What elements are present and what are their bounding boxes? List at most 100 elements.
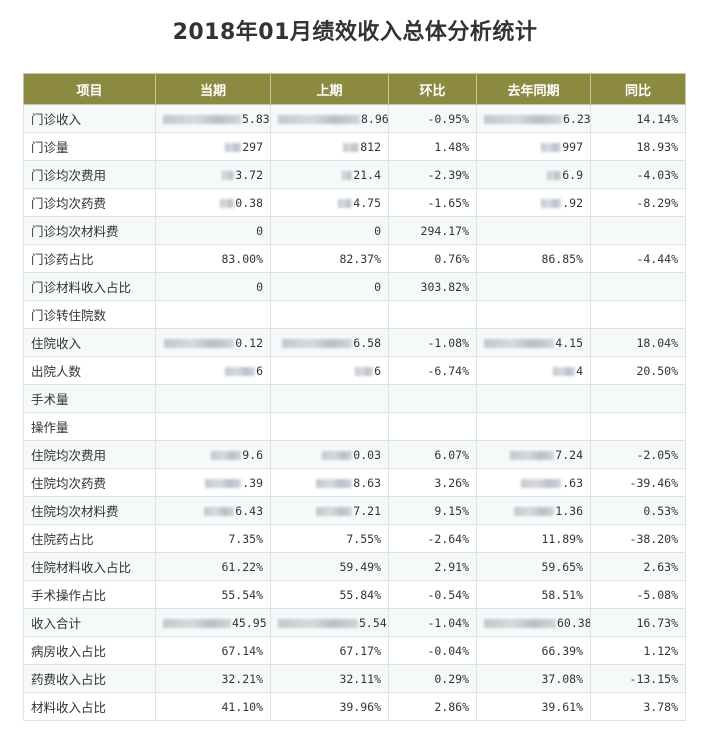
- cell-text: 2.91%: [434, 559, 469, 574]
- cell-当期: 3.72: [155, 160, 271, 189]
- cell-text: 手术操作占比: [31, 588, 107, 603]
- cell-当期: 0.38: [155, 188, 271, 217]
- cell-环比: -0.95%: [388, 104, 477, 133]
- row-label: 操作量: [23, 412, 156, 441]
- cell-text: 41.10%: [221, 699, 263, 714]
- table-row: 门诊均次费用 3.72 21.4 -2.39% 6.9 -4.03%: [23, 160, 686, 189]
- cell-去年同期: 58.51%: [476, 580, 591, 609]
- cell-去年同期: 6.9: [476, 160, 591, 189]
- cell-text: 14.14%: [636, 111, 678, 126]
- cell-text: -4.44%: [636, 251, 678, 266]
- cell-去年同期: 6.23: [476, 104, 591, 133]
- cell-text: .63: [562, 475, 583, 490]
- row-label: 材料收入占比: [23, 692, 156, 721]
- cell-环比: [388, 300, 477, 329]
- cell-当期: 41.10%: [155, 692, 271, 721]
- cell-当期: 67.14%: [155, 636, 271, 665]
- cell-同比: -39.46%: [590, 468, 686, 497]
- cell-上期: 55.84%: [270, 580, 389, 609]
- cell-text: 1.12%: [643, 643, 678, 658]
- cell-text: 药费收入占比: [31, 672, 107, 687]
- cell-text: -0.95%: [427, 111, 469, 126]
- masked-value: [316, 478, 353, 488]
- cell-text: 5.54: [359, 615, 387, 630]
- cell-去年同期: [476, 300, 591, 329]
- table-row: 门诊均次材料费 0 0 294.17%: [23, 216, 686, 245]
- cell-当期: 61.22%: [155, 552, 271, 581]
- cell-text: 6: [374, 363, 381, 378]
- row-label: 住院收入: [23, 328, 156, 357]
- cell-上期: 4.75: [270, 188, 389, 217]
- cell-当期: 0.12: [155, 328, 271, 357]
- cell-同比: -2.05%: [590, 440, 686, 469]
- cell-环比: -1.08%: [388, 328, 477, 357]
- cell-text: 997: [562, 139, 583, 154]
- masked-value: [514, 506, 555, 516]
- table-row: 操作量: [23, 412, 686, 441]
- cell-去年同期: 1.36: [476, 496, 591, 525]
- cell-text: 6.23: [563, 111, 591, 126]
- cell-同比: 16.73%: [590, 608, 686, 637]
- column-header-1: 当期: [155, 73, 271, 105]
- cell-同比: 2.63%: [590, 552, 686, 581]
- cell-同比: 20.50%: [590, 356, 686, 385]
- cell-当期: 45.95: [155, 608, 271, 637]
- cell-上期: 67.17%: [270, 636, 389, 665]
- cell-text: 7.55%: [346, 531, 381, 546]
- cell-去年同期: 86.85%: [476, 244, 591, 273]
- cell-text: 手术量: [31, 392, 69, 407]
- cell-text: -6.74%: [427, 363, 469, 378]
- masked-value: [342, 170, 353, 180]
- cell-text: 住院收入: [31, 336, 82, 351]
- row-label: 手术操作占比: [23, 580, 156, 609]
- column-header-4: 去年同期: [476, 73, 591, 105]
- cell-环比: -1.65%: [388, 188, 477, 217]
- row-label: 病房收入占比: [23, 636, 156, 665]
- cell-text: 4.15: [555, 335, 583, 350]
- table-row: 门诊材料收入占比 0 0 303.82%: [23, 272, 686, 301]
- cell-同比: [590, 272, 686, 301]
- cell-text: 18.04%: [636, 335, 678, 350]
- cell-去年同期: 66.39%: [476, 636, 591, 665]
- cell-上期: 82.37%: [270, 244, 389, 273]
- cell-text: 收入合计: [31, 616, 82, 631]
- cell-环比: -2.64%: [388, 524, 477, 553]
- cell-text: 16.73%: [636, 615, 678, 630]
- cell-text: 8.63: [353, 475, 381, 490]
- cell-上期: 7.55%: [270, 524, 389, 553]
- cell-同比: [590, 300, 686, 329]
- cell-text: 3.78%: [643, 699, 678, 714]
- cell-text: 55.84%: [339, 587, 381, 602]
- masked-value: [322, 450, 353, 460]
- cell-text: -39.46%: [629, 475, 678, 490]
- cell-text: 67.14%: [221, 643, 263, 658]
- masked-value: [204, 506, 235, 516]
- cell-去年同期: .92: [476, 188, 591, 217]
- cell-text: 6.43: [235, 503, 263, 518]
- table-row: 材料收入占比 41.10% 39.96% 2.86% 39.61% 3.78%: [23, 692, 686, 721]
- cell-text: 32.11%: [339, 671, 381, 686]
- row-label: 门诊转住院数: [23, 300, 156, 329]
- table-header-row: 项目 当期 上期 环比 去年同期 同比: [23, 73, 686, 105]
- cell-text: 18.93%: [636, 139, 678, 154]
- masked-value: [343, 142, 360, 152]
- cell-当期: [155, 384, 271, 413]
- cell-text: 0.53%: [643, 503, 678, 518]
- cell-环比: 2.91%: [388, 552, 477, 581]
- cell-同比: 3.78%: [590, 692, 686, 721]
- cell-上期: 5.54: [270, 608, 389, 637]
- cell-text: 6: [256, 363, 263, 378]
- cell-上期: 6.58: [270, 328, 389, 357]
- row-label: 住院均次费用: [23, 440, 156, 469]
- cell-text: 门诊药占比: [31, 252, 94, 267]
- cell-text: 39.61%: [541, 699, 583, 714]
- masked-value: [541, 198, 562, 208]
- masked-value: [211, 450, 242, 460]
- masked-value: [163, 114, 241, 124]
- cell-当期: 83.00%: [155, 244, 271, 273]
- masked-value: [484, 338, 555, 348]
- cell-环比: -6.74%: [388, 356, 477, 385]
- cell-去年同期: 37.08%: [476, 664, 591, 693]
- cell-当期: [155, 412, 271, 441]
- cell-text: 住院材料收入占比: [31, 560, 132, 575]
